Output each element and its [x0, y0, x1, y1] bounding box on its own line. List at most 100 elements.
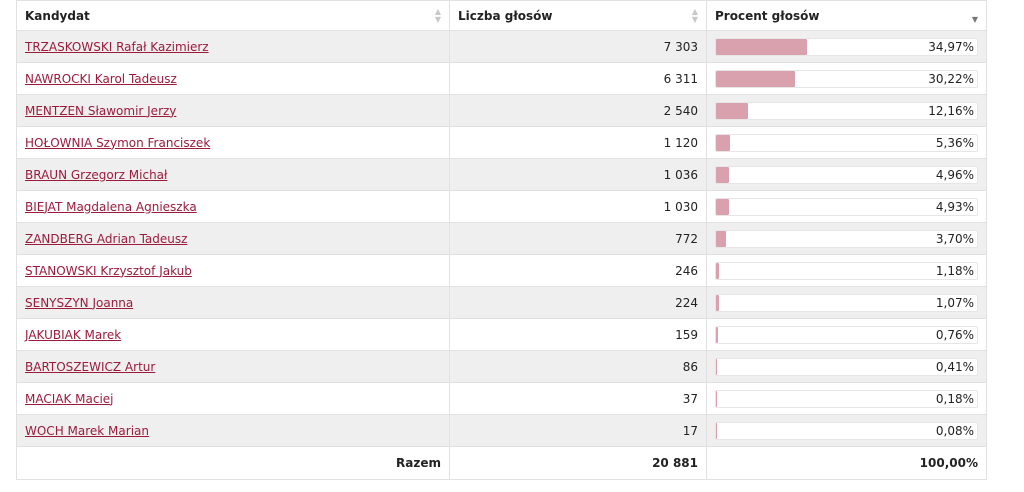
percent-bar-fill: [716, 294, 719, 311]
column-header-percent[interactable]: Procent głosów ▼: [706, 0, 987, 31]
percent-bar: 5,36%: [715, 133, 978, 152]
votes-cell: 1 120: [449, 126, 707, 159]
percent-value: 3,70%: [935, 231, 974, 246]
percent-value: 4,96%: [935, 167, 974, 182]
candidate-link[interactable]: JAKUBIAK Marek: [25, 327, 122, 342]
votes-cell: 1 030: [449, 190, 707, 223]
votes-cell: 246: [449, 254, 707, 287]
votes-cell: 7 303: [449, 30, 707, 63]
percent-bar: 0,08%: [715, 421, 978, 440]
candidate-link[interactable]: HOŁOWNIA Szymon Franciszek: [25, 135, 211, 150]
percent-value: 34,97%: [928, 39, 974, 54]
percent-value: 30,22%: [928, 71, 974, 86]
percent-bar-fill: [716, 326, 718, 343]
table-row: JAKUBIAK Marek 159 0,76%: [16, 318, 987, 351]
percent-cell: 0,41%: [706, 350, 987, 383]
candidate-cell: MACIAK Maciej: [16, 382, 450, 415]
votes-cell: 17: [449, 414, 707, 447]
percent-bar: 4,93%: [715, 197, 978, 216]
sort-icon[interactable]: ▲ ▼: [434, 7, 441, 24]
percent-cell: 0,18%: [706, 382, 987, 415]
candidate-cell: ZANDBERG Adrian Tadeusz: [16, 222, 450, 255]
candidate-cell: TRZASKOWSKI Rafał Kazimierz: [16, 30, 450, 63]
total-label: Razem: [16, 446, 450, 480]
percent-value: 0,18%: [935, 391, 974, 406]
percent-bar-fill: [716, 38, 808, 55]
percent-bar-fill: [716, 198, 729, 215]
candidate-cell: BARTOSZEWICZ Artur: [16, 350, 450, 383]
percent-bar: 1,07%: [715, 293, 978, 312]
percent-bar: 30,22%: [715, 69, 978, 88]
candidate-link[interactable]: MACIAK Maciej: [25, 391, 114, 406]
candidate-cell: BIEJAT Magdalena Agnieszka: [16, 190, 450, 223]
candidate-link[interactable]: STANOWSKI Krzysztof Jakub: [25, 263, 192, 278]
percent-bar-fill: [716, 102, 748, 119]
percent-bar: 3,70%: [715, 229, 978, 248]
percent-cell: 3,70%: [706, 222, 987, 255]
table-row: BIEJAT Magdalena Agnieszka 1 030 4,93%: [16, 190, 987, 223]
candidate-link[interactable]: NAWROCKI Karol Tadeusz: [25, 71, 177, 86]
results-table: Kandydat ▲ ▼ Liczba głosów ▲ ▼ Procent gło…: [16, 0, 987, 480]
table-row: NAWROCKI Karol Tadeusz 6 311 30,22%: [16, 62, 987, 95]
candidate-cell: JAKUBIAK Marek: [16, 318, 450, 351]
candidate-cell: BRAUN Grzegorz Michał: [16, 158, 450, 191]
percent-value: 0,76%: [935, 327, 974, 342]
column-header-label: Kandydat: [25, 8, 90, 23]
votes-cell: 86: [449, 350, 707, 383]
percent-cell: 4,93%: [706, 190, 987, 223]
total-votes: 20 881: [449, 446, 707, 480]
total-row: Razem 20 881 100,00%: [16, 446, 987, 480]
percent-value: 0,08%: [935, 423, 974, 438]
percent-value: 4,93%: [935, 199, 974, 214]
candidate-link[interactable]: BARTOSZEWICZ Artur: [25, 359, 156, 374]
percent-bar: 1,18%: [715, 261, 978, 280]
candidate-link[interactable]: SENYSZYN Joanna: [25, 295, 134, 310]
table-row: MENTZEN Sławomir Jerzy 2 540 12,16%: [16, 94, 987, 127]
candidate-link[interactable]: BRAUN Grzegorz Michał: [25, 167, 168, 182]
table-row: MACIAK Maciej 37 0,18%: [16, 382, 987, 415]
percent-cell: 1,18%: [706, 254, 987, 287]
column-header-candidate[interactable]: Kandydat ▲ ▼: [16, 0, 450, 31]
percent-cell: 0,08%: [706, 414, 987, 447]
candidate-link[interactable]: MENTZEN Sławomir Jerzy: [25, 103, 177, 118]
candidate-link[interactable]: BIEJAT Magdalena Agnieszka: [25, 199, 197, 214]
percent-cell: 5,36%: [706, 126, 987, 159]
candidate-cell: SENYSZYN Joanna: [16, 286, 450, 319]
percent-value: 5,36%: [935, 135, 974, 150]
sort-icon[interactable]: ▲ ▼: [691, 7, 698, 24]
candidate-link[interactable]: ZANDBERG Adrian Tadeusz: [25, 231, 188, 246]
percent-bar: 34,97%: [715, 37, 978, 56]
table-header-row: Kandydat ▲ ▼ Liczba głosów ▲ ▼ Procent gło…: [16, 0, 987, 31]
candidate-cell: WOCH Marek Marian: [16, 414, 450, 447]
total-percent: 100,00%: [706, 446, 987, 480]
table-row: STANOWSKI Krzysztof Jakub 246 1,18%: [16, 254, 987, 287]
column-header-label: Procent głosów: [715, 8, 820, 23]
column-header-label: Liczba głosów: [458, 8, 553, 23]
votes-cell: 2 540: [449, 94, 707, 127]
candidate-link[interactable]: WOCH Marek Marian: [25, 423, 149, 438]
percent-cell: 12,16%: [706, 94, 987, 127]
candidate-cell: NAWROCKI Karol Tadeusz: [16, 62, 450, 95]
percent-bar: 12,16%: [715, 101, 978, 120]
votes-cell: 37: [449, 382, 707, 415]
column-header-votes[interactable]: Liczba głosów ▲ ▼: [449, 0, 707, 31]
percent-bar: 0,41%: [715, 357, 978, 376]
candidate-cell: MENTZEN Sławomir Jerzy: [16, 94, 450, 127]
table-body: TRZASKOWSKI Rafał Kazimierz 7 303 34,97% NA…: [16, 30, 987, 447]
table-row: SENYSZYN Joanna 224 1,07%: [16, 286, 987, 319]
percent-bar-fill: [716, 134, 730, 151]
table-row: HOŁOWNIA Szymon Franciszek 1 120 5,36%: [16, 126, 987, 159]
table-row: BRAUN Grzegorz Michał 1 036 4,96%: [16, 158, 987, 191]
percent-value: 1,07%: [935, 295, 974, 310]
table-row: BARTOSZEWICZ Artur 86 0,41%: [16, 350, 987, 383]
table-row: WOCH Marek Marian 17 0,08%: [16, 414, 987, 447]
votes-cell: 224: [449, 286, 707, 319]
sort-descending-icon[interactable]: ▼: [971, 15, 978, 24]
candidate-link[interactable]: TRZASKOWSKI Rafał Kazimierz: [25, 39, 209, 54]
percent-bar-fill: [716, 166, 729, 183]
percent-bar-fill: [716, 70, 795, 87]
percent-bar-fill: [716, 262, 720, 279]
percent-bar: 4,96%: [715, 165, 978, 184]
votes-cell: 772: [449, 222, 707, 255]
table-row: TRZASKOWSKI Rafał Kazimierz 7 303 34,97%: [16, 30, 987, 63]
